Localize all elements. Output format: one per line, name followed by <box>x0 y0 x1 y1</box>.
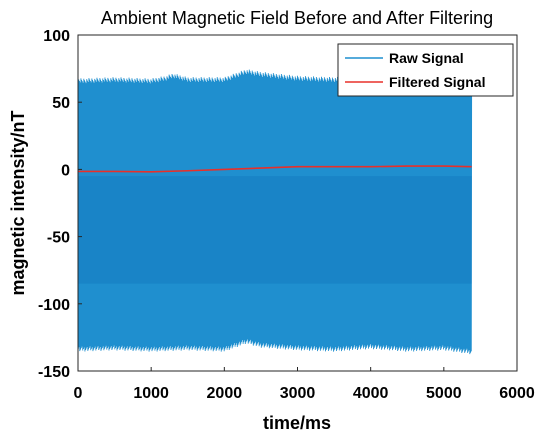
x-axis: 0 1000 2000 3000 4000 5000 6000 <box>74 367 535 402</box>
legend-label-filtered: Filtered Signal <box>389 74 485 90</box>
x-tick-label: 3000 <box>280 385 316 402</box>
x-axis-label: time/ms <box>263 413 331 433</box>
chart-title: Ambient Magnetic Field Before and After … <box>101 8 493 28</box>
legend-label-raw: Raw Signal <box>389 50 464 66</box>
plot-area <box>77 69 473 355</box>
x-tick-label: 5000 <box>426 385 462 402</box>
raw-signal-dense-band <box>78 176 472 284</box>
y-tick-label: -50 <box>47 230 70 247</box>
y-tick-label: -100 <box>38 297 70 314</box>
x-tick-label: 4000 <box>353 385 389 402</box>
x-tick-label: 0 <box>74 385 83 402</box>
y-tick-label: 50 <box>52 95 70 112</box>
legend: Raw Signal Filtered Signal <box>337 43 514 97</box>
legend-box <box>337 43 514 97</box>
x-tick-label: 2000 <box>207 385 243 402</box>
y-tick-label: 100 <box>43 28 70 45</box>
y-tick-label: -150 <box>38 364 70 381</box>
y-tick-label: 0 <box>61 162 70 179</box>
y-axis-label: magnetic intensity/nT <box>8 110 28 295</box>
x-tick-label: 6000 <box>499 385 535 402</box>
x-tick-label: 1000 <box>133 385 169 402</box>
filtered-signal-line <box>78 165 472 173</box>
y-axis: -150 -100 -50 0 50 100 <box>38 28 82 381</box>
